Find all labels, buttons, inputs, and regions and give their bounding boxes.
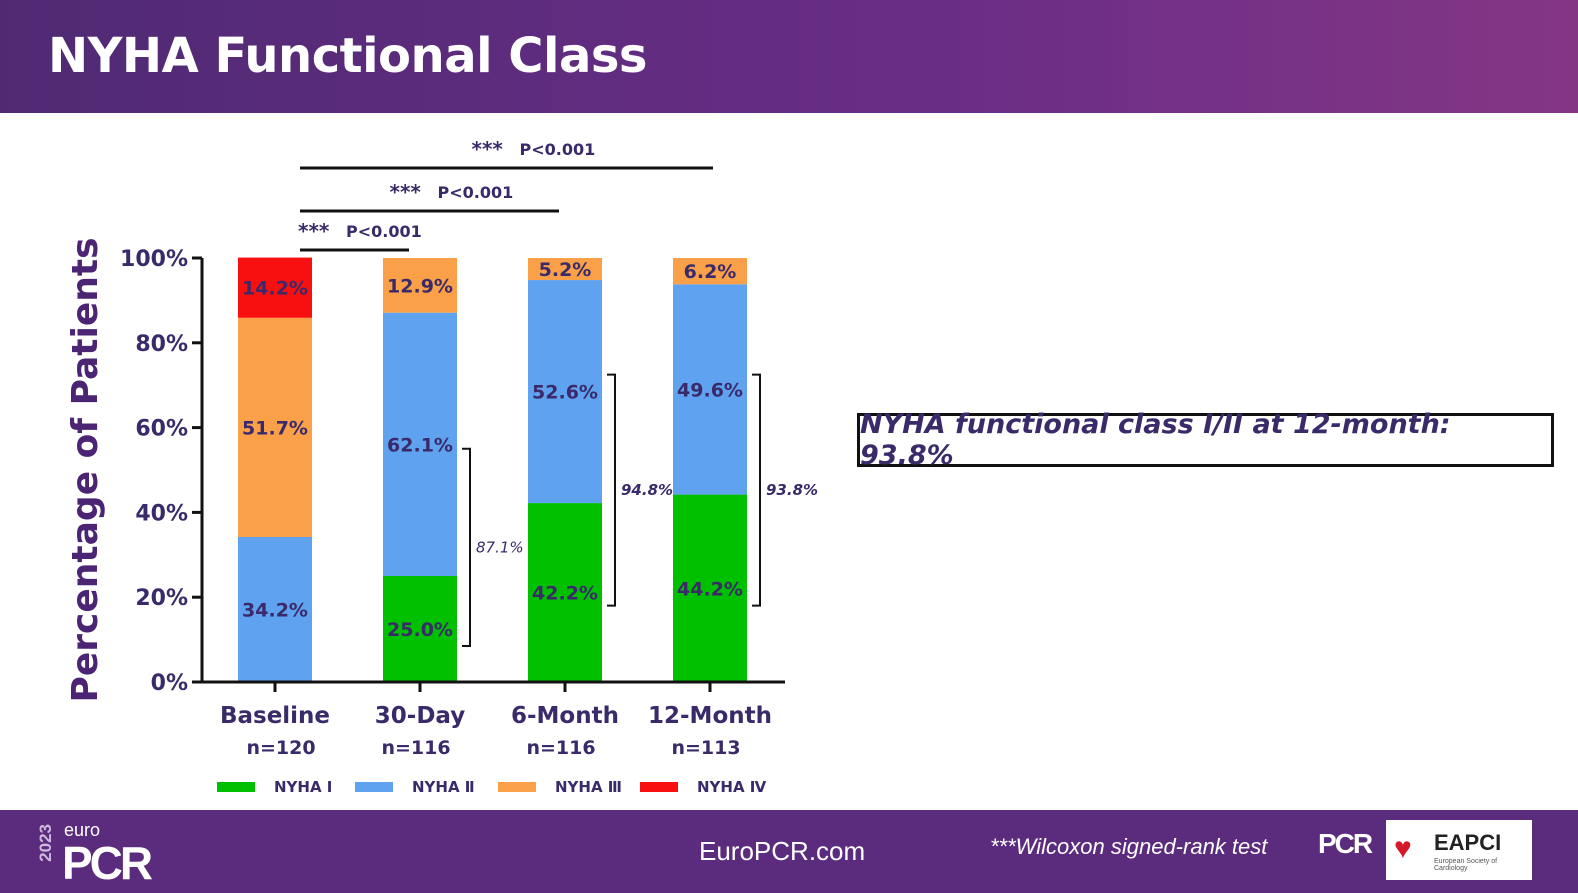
x-tick-label: 12-Month (648, 703, 772, 729)
summary-callout: NYHA functional class I/II at 12-month: … (857, 409, 1554, 471)
legend-label: NYHA Ⅲ (555, 778, 622, 796)
significance-stars: *** (390, 180, 422, 204)
bracket-line (752, 373, 761, 607)
footer-banner: 2023 euro PCR EuroPCR.com ***Wilcoxon si… (0, 810, 1578, 893)
significance-label: P<0.001 (438, 183, 514, 202)
significance-stars: *** (472, 137, 504, 161)
eapci-subtext: European Society of Cardiology (1434, 858, 1498, 872)
brand-euro: euro (64, 820, 101, 840)
bar-segment (673, 494, 747, 682)
y-tick-label: 80% (135, 332, 188, 357)
bracket-label: 93.8% (766, 481, 818, 499)
bracket-line (607, 373, 616, 607)
significance-label: P<0.001 (520, 140, 596, 159)
eapci-text: EAPCI (1434, 830, 1502, 855)
legend-swatch (498, 782, 536, 792)
bar-segment (383, 576, 457, 682)
bar-data-label: 25.0% (387, 619, 453, 641)
bar-segment (238, 317, 312, 537)
legend-label: NYHA Ⅱ (412, 778, 475, 796)
bar-segment (673, 258, 747, 285)
legend-label: NYHA Ⅳ (697, 778, 767, 796)
bar-segment (528, 258, 602, 281)
y-tick-label: 60% (135, 417, 188, 442)
bar-data-label: 34.2% (242, 599, 308, 621)
bar-data-label: 52.6% (532, 382, 598, 404)
heart-icon: ♥ (1394, 832, 1412, 865)
n-label: n=113 (671, 737, 740, 759)
n-label: n=120 (246, 737, 315, 759)
bar-data-label: 44.2% (677, 578, 743, 600)
site-link[interactable]: EuroPCR.com (699, 836, 866, 866)
bar-segment (528, 280, 602, 504)
x-tick-label: 6-Month (511, 703, 619, 729)
brand-pcr: PCR (62, 837, 153, 889)
bar-data-label: 49.6% (677, 379, 743, 401)
y-tick-label: 20% (135, 586, 188, 611)
y-axis-title: Percentage of Patients (65, 237, 106, 702)
bar-data-label: 42.2% (532, 583, 598, 605)
bracket-line (462, 447, 471, 647)
page-title: NYHA Functional Class (48, 28, 647, 84)
legend-label: NYHA Ⅰ (274, 778, 332, 796)
bar-data-label: 14.2% (242, 278, 308, 300)
y-tick-label: 0% (151, 671, 188, 696)
y-tick-label: 40% (135, 501, 188, 526)
bar-segment (383, 258, 457, 313)
summary-callout-text: NYHA functional class I/II at 12-month: … (860, 409, 1451, 471)
bar-data-label: 5.2% (539, 259, 592, 281)
significance-stars: *** (298, 219, 330, 243)
legend-swatch (217, 782, 255, 792)
brand-year: 2023 (36, 824, 55, 862)
bar-segment (238, 536, 312, 682)
bar-segment (528, 503, 602, 682)
bar-segment (238, 257, 312, 318)
pcr-logo: PCR (1318, 828, 1373, 859)
x-tick-label: 30-Day (375, 703, 465, 729)
n-label: n=116 (381, 737, 450, 759)
stat-test-note: ***Wilcoxon signed-rank test (990, 834, 1268, 859)
stacked-bar-chart: 34.2% 51.7% 14.2% 25.0% 62.1% 12.9% 42.2% 52.6%… (65, 137, 818, 796)
n-label: n=116 (526, 737, 595, 759)
y-tick-label: 100% (120, 247, 188, 272)
bar-segment (673, 284, 747, 495)
significance-label: P<0.001 (346, 222, 422, 241)
bar-data-label: 12.9% (387, 275, 453, 297)
eapci-logo: ♥ EAPCI European Society of Cardiology (1386, 820, 1532, 880)
bar-data-label: 51.7% (242, 417, 308, 439)
legend-swatch (355, 782, 393, 792)
bar-segment (383, 312, 457, 576)
bracket-label: 87.1% (476, 538, 524, 556)
bracket-label: 94.8% (621, 481, 673, 499)
bar-data-label: 62.1% (387, 434, 453, 456)
bar-data-label: 6.2% (684, 261, 737, 283)
legend-swatch (640, 782, 678, 792)
header-banner: NYHA Functional Class (0, 0, 1578, 113)
x-tick-label: Baseline (220, 703, 330, 729)
